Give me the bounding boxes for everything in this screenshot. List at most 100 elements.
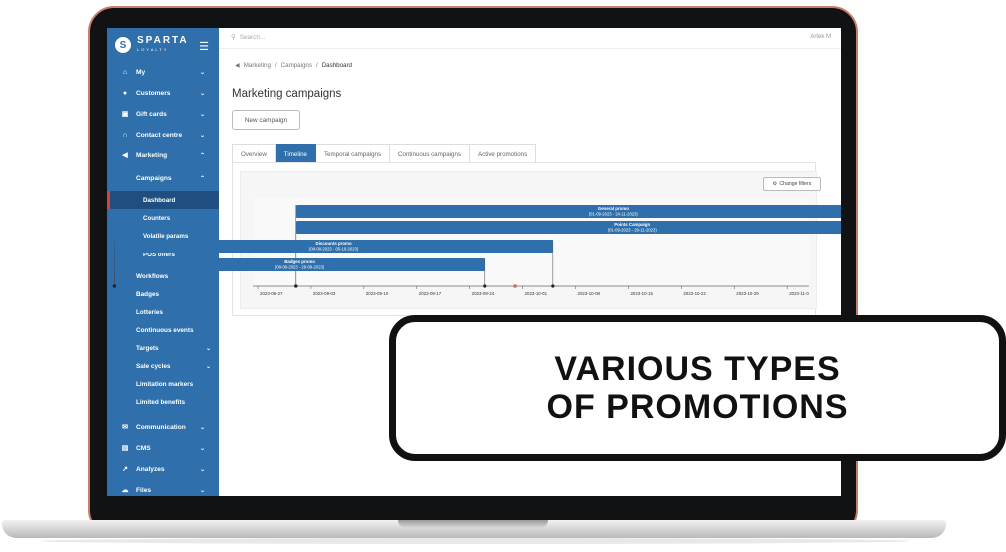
sidebar-item-analyzes[interactable]: ↗ Analyzes ⌄ <box>107 459 219 479</box>
timeline-tick-label: 2023-08-27 <box>260 291 283 296</box>
hamburger-icon[interactable]: ☰ <box>199 41 209 53</box>
sidebar-item-contact-centre[interactable]: ∩ Contact centre ⌄ <box>107 125 219 145</box>
timeline-marker <box>551 284 555 288</box>
laptop-base <box>2 520 946 538</box>
campaign-name: Discounts promo <box>316 241 352 246</box>
breadcrumb-item-marketing[interactable]: Marketing <box>243 62 271 69</box>
chevron-down-icon: ⌄ <box>199 466 205 473</box>
timeline-tick-label: 2023-10-22 <box>683 291 706 296</box>
banner-line-2: OF PROMOTIONS <box>546 388 849 426</box>
sidebar-item-communication[interactable]: ✉ Communication ⌄ <box>107 417 219 437</box>
timeline-marker <box>483 284 487 288</box>
sidebar-item-files[interactable]: ☁ Files ⌄ <box>107 480 219 496</box>
sidebar-item-label: Communication <box>136 423 186 431</box>
laptop-notch <box>398 520 548 528</box>
chevron-down-icon: ⌄ <box>199 132 205 139</box>
tab-timeline[interactable]: Timeline <box>275 144 316 164</box>
tab-overview[interactable]: Overview <box>232 144 276 164</box>
headset-icon: ∩ <box>122 131 128 139</box>
timeline-tick-label: 2023-10-15 <box>630 291 653 296</box>
trend-icon: ↗ <box>122 466 128 473</box>
breadcrumb-item-campaigns[interactable]: Campaigns <box>280 62 312 69</box>
timeline-tick-label: 2023-11-0 <box>789 291 809 296</box>
breadcrumb-item-dashboard: Dashboard <box>321 62 352 69</box>
sidebar-item-label: My <box>136 68 146 76</box>
tab-active-promotions[interactable]: Active promotions <box>470 144 537 164</box>
sidebar-item-customers[interactable]: ● Customers ⌄ <box>107 83 219 103</box>
campaign-name: General promo <box>598 206 630 211</box>
logo-title: SPARTA <box>137 35 189 46</box>
chevron-down-icon: ⌄ <box>199 445 205 452</box>
campaign-bar <box>295 221 841 234</box>
today-marker <box>513 284 517 288</box>
sidebar-item-label: Files <box>136 486 152 494</box>
sidebar-item-marketing[interactable]: ◀ Marketing ⌃ <box>107 145 219 165</box>
sidebar-item-gift-cards[interactable]: ▣ Gift cards ⌄ <box>107 104 219 124</box>
search-placeholder: Search... <box>239 33 266 41</box>
sidebar-item-label: Contact centre <box>136 131 183 139</box>
new-campaign-button[interactable]: New campaign <box>232 110 300 130</box>
sidebar-item-label: Analyzes <box>136 465 165 473</box>
chevron-down-icon: ⌄ <box>205 363 211 370</box>
brand-logo[interactable]: S SPARTA LOYALTY ☰ <box>107 28 219 62</box>
sidebar-item-campaigns[interactable]: Campaigns ⌃ <box>107 168 219 188</box>
breadcrumb-separator: / <box>274 62 277 69</box>
sidebar-subitem-limitation-markers[interactable]: Limitation markers <box>136 380 194 388</box>
chevron-down-icon: ⌄ <box>205 345 211 352</box>
banner-line-1: VARIOUS TYPES <box>554 350 841 388</box>
sidebar-item-label: Campaigns <box>136 174 172 182</box>
logo-text: SPARTA LOYALTY <box>137 36 189 54</box>
campaign-bar <box>295 205 841 218</box>
sidebar-item-label: Targets <box>136 344 159 352</box>
sidebar-item-my[interactable]: ⌂ My ⌄ <box>107 62 219 82</box>
sidebar-subitem-limited-benefits[interactable]: Limited benefits <box>136 398 186 406</box>
home-icon: ⌂ <box>122 68 128 76</box>
change-filters-label: Change filters <box>779 181 812 187</box>
page-title: Marketing campaigns <box>232 88 342 100</box>
tab-continuous-campaigns[interactable]: Continuous campaigns <box>390 144 470 164</box>
sidebar-subitem-continuous-events[interactable]: Continuous events <box>136 326 194 334</box>
tab-bar: Overview Timeline Temporal campaigns Con… <box>232 144 537 164</box>
sidebar-subitem-dashboard[interactable]: Dashboard <box>143 196 176 204</box>
chevron-down-icon: ⌄ <box>199 111 205 118</box>
promo-banner: VARIOUS TYPES OF PROMOTIONS <box>389 315 1006 461</box>
sidebar-subitem-sale-cycles[interactable]: Sale cycles ⌄ <box>136 359 211 373</box>
cms-icon: ▤ <box>121 445 129 452</box>
sidebar-subitem-workflows[interactable]: Workflows <box>136 272 169 280</box>
sidebar-subitem-targets[interactable]: Targets ⌄ <box>136 341 211 355</box>
megaphone-icon: ◀ <box>235 62 240 69</box>
campaign-dates: (01-09-2023 - 29-11-2023) <box>608 228 658 233</box>
sidebar-item-label: Gift cards <box>136 110 167 118</box>
gift-icon: ▣ <box>121 111 129 118</box>
timeline-tick-label: 2023-10-01 <box>525 291 548 296</box>
change-filters-button[interactable]: ⚙ Change filters <box>763 177 821 191</box>
timeline-marker <box>112 284 116 288</box>
active-item-highlight <box>107 191 219 209</box>
search-input[interactable]: ⚲ Search... <box>231 33 266 42</box>
timeline-tick-label: 2023-10-08 <box>578 291 601 296</box>
timeline-tick-label: 2023-10-29 <box>736 291 759 296</box>
sidebar-subitem-counters[interactable]: Counters <box>143 214 171 222</box>
timeline-chart: 2023-08-27 2023-09-03 2023-09-10 2023-09-17… <box>112 198 841 296</box>
sidebar-item-label: Marketing <box>136 151 168 159</box>
sidebar-subitem-badges[interactable]: Badges <box>136 290 160 298</box>
chevron-down-icon: ⌄ <box>199 487 205 494</box>
breadcrumb-separator: / <box>315 62 318 69</box>
campaign-dates: (01-09-2023 - 24-11-2023) <box>589 212 639 217</box>
campaign-bar <box>114 258 485 271</box>
megaphone-icon: ◀ <box>122 152 128 159</box>
sidebar-subitem-lotteries[interactable]: Lotteries <box>136 308 163 316</box>
chevron-down-icon: ⌄ <box>199 90 205 97</box>
topbar: ⚲ Search... Artek M <box>219 28 841 49</box>
tab-temporal-campaigns[interactable]: Temporal campaigns <box>315 144 391 164</box>
sidebar-subitem-pos-offers[interactable]: POS offers <box>143 250 175 258</box>
user-name[interactable]: Artek M <box>810 34 831 40</box>
sidebar-subitem-volatile-params[interactable]: Volatile params <box>143 232 189 240</box>
campaign-dates: (08-08-2023 - 26-09-2023) <box>275 265 325 270</box>
sidebar-item-cms[interactable]: ▤ CMS ⌄ <box>107 438 219 458</box>
cloud-icon: ☁ <box>121 487 129 494</box>
sidebar-item-label: CMS <box>136 444 151 452</box>
sidebar-item-label: Customers <box>136 89 171 97</box>
campaign-dates: (08-08-2023 - 05-10-2023) <box>309 247 359 252</box>
search-icon: ⚲ <box>231 34 236 41</box>
